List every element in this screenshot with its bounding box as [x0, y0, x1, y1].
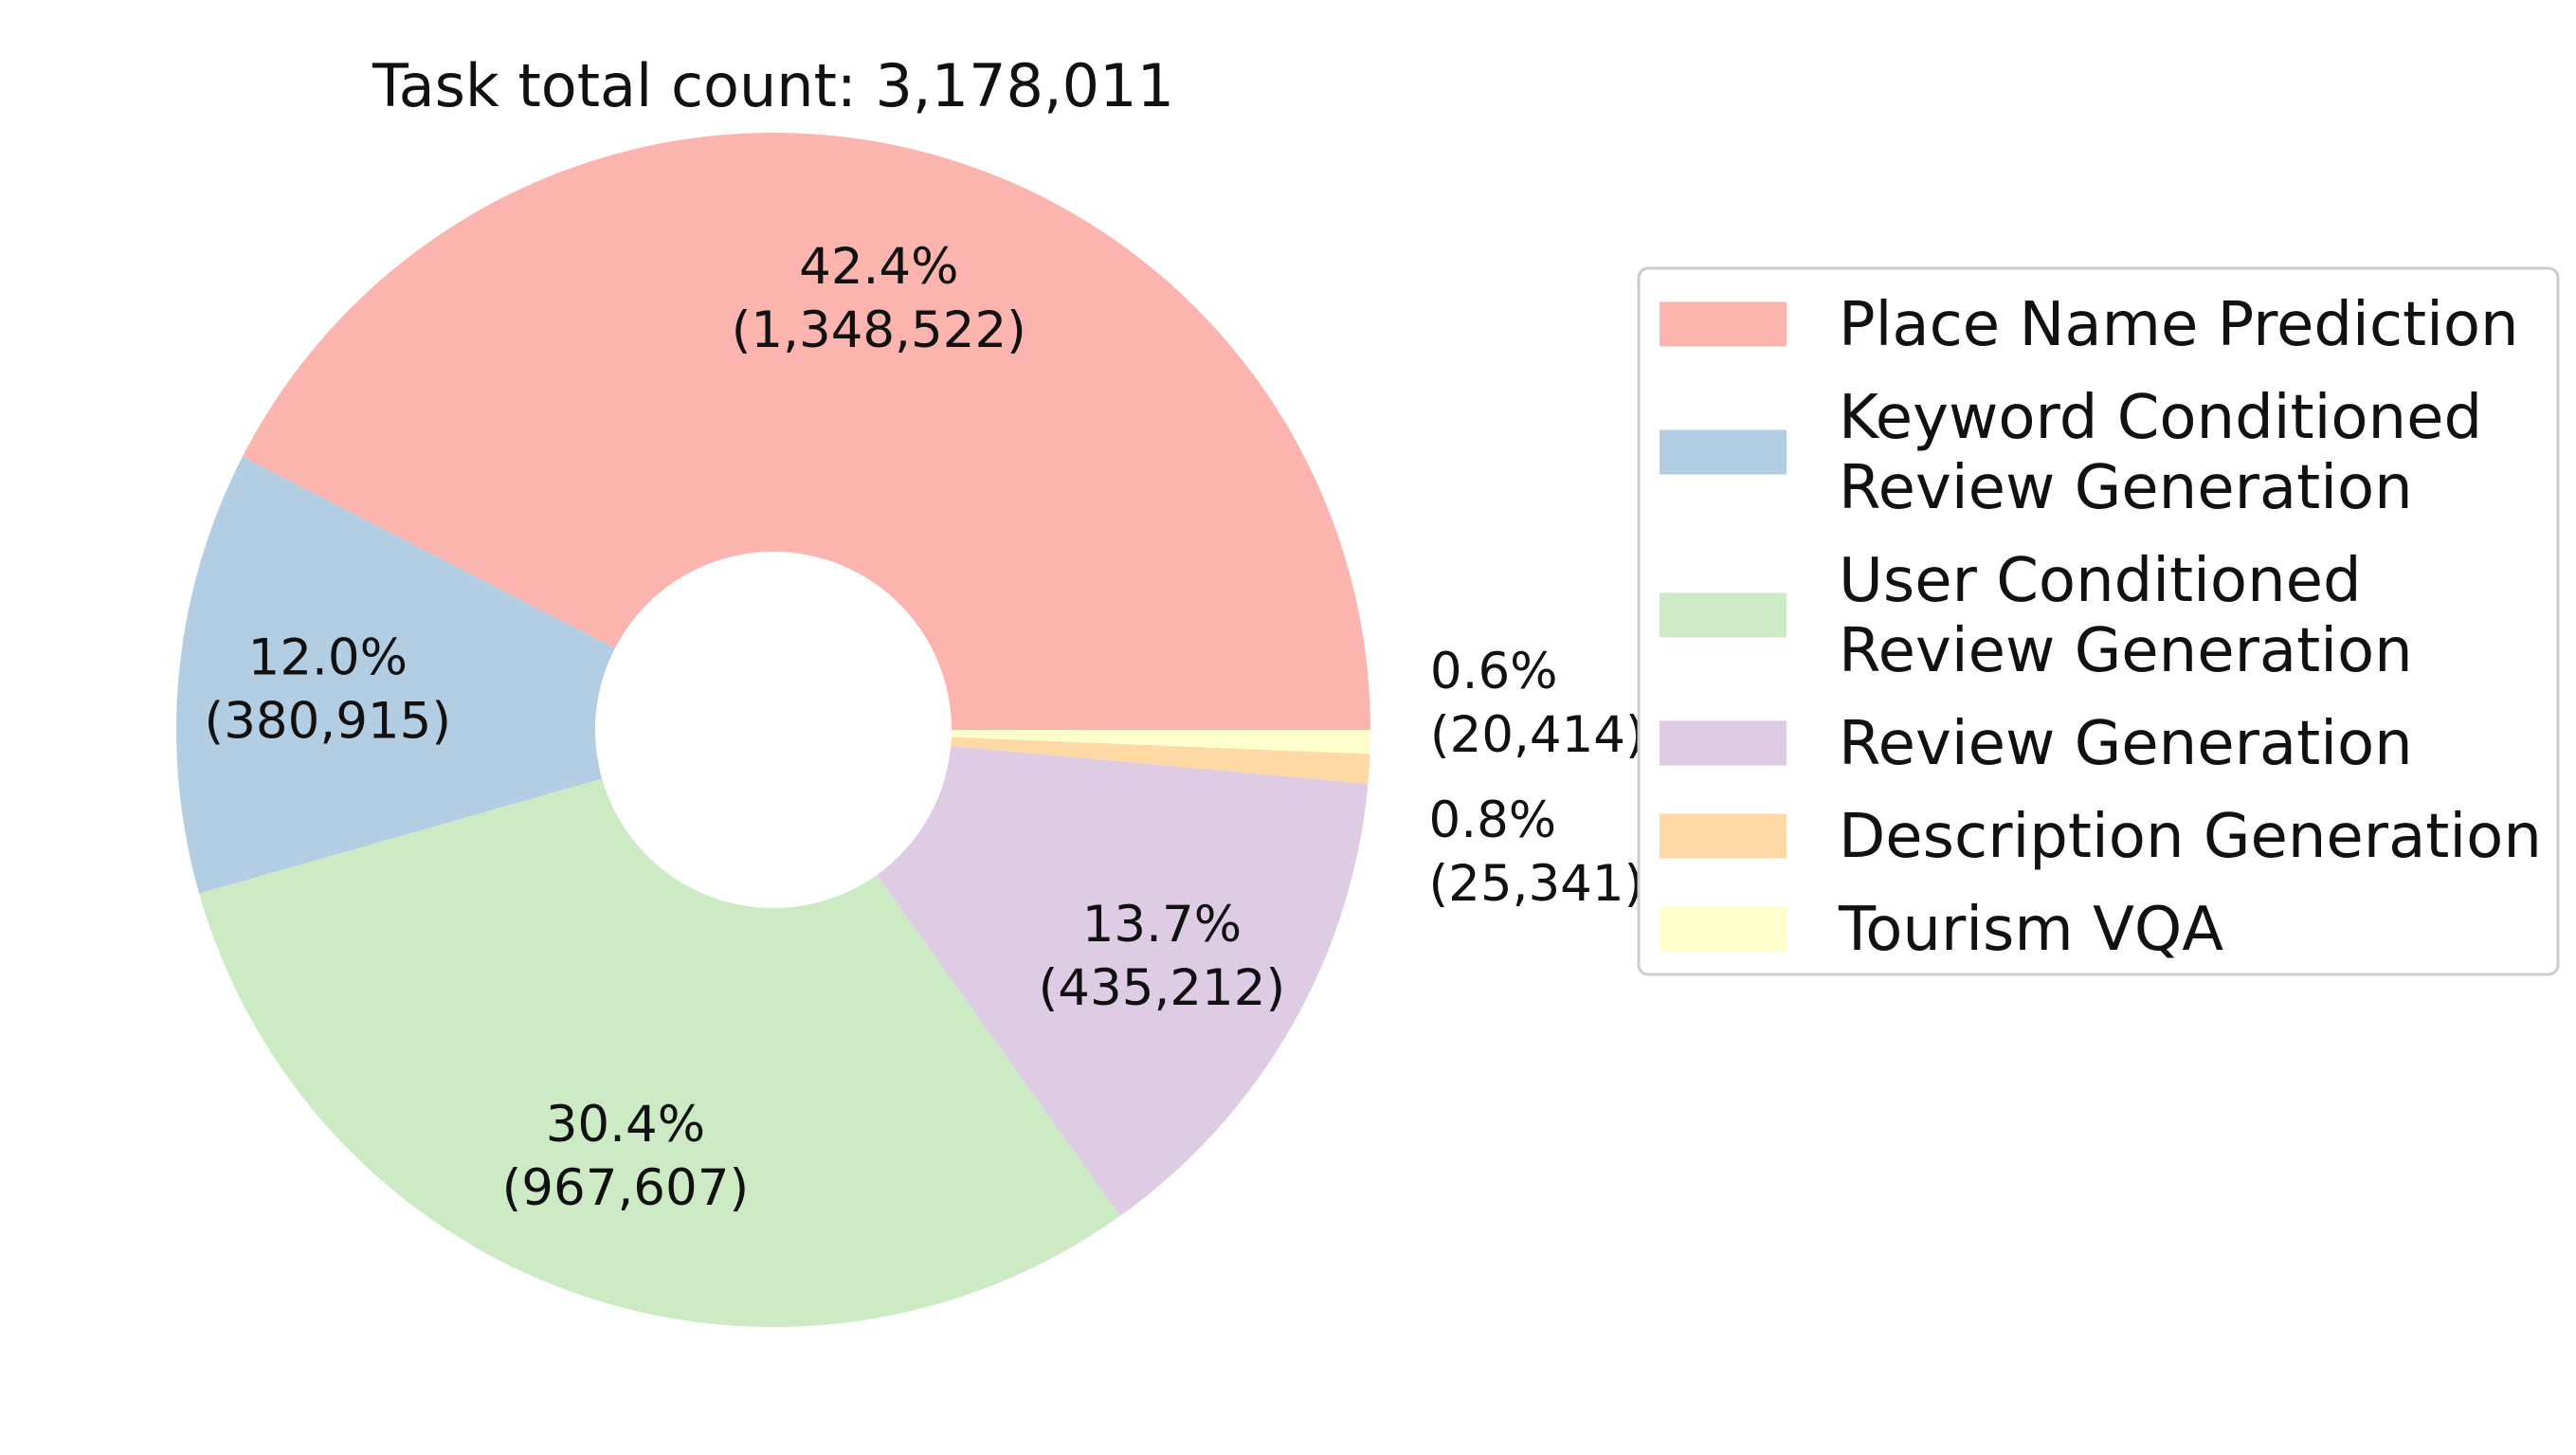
slice-percent-keyword-conditioned-review-generation: 12.0%	[248, 628, 408, 686]
legend-swatch-tourism-vqa	[1660, 906, 1787, 952]
slice-count-review-generation: (435,212)	[1039, 959, 1286, 1017]
pie-slices	[176, 133, 1370, 1328]
legend: Place Name Prediction Keyword Conditioned…	[1637, 266, 2560, 976]
legend-label-description-generation: Description Generation	[1839, 802, 2542, 872]
slice-user-conditioned-review-generation	[199, 730, 1120, 1328]
legend-label-tourism-vqa: Tourism VQA	[1838, 895, 2223, 965]
slice-count-place-name-prediction: (1,348,522)	[732, 301, 1026, 359]
slice-percent-review-generation: 13.7%	[1082, 896, 1242, 954]
legend-label-user-conditioned-review-generation: User Conditioned	[1839, 546, 2362, 616]
slice-count-user-conditioned-review-generation: (967,607)	[502, 1159, 750, 1217]
legend-label-review-generation: Review Generation	[1839, 709, 2413, 779]
legend-label-keyword-conditioned-review-generation: Review Generation	[1839, 453, 2413, 523]
slice-count-tourism-vqa: (20,414)	[1430, 706, 1645, 764]
slice-percent-description-generation: 0.8%	[1429, 791, 1557, 849]
legend-swatch-review-generation	[1660, 720, 1787, 766]
legend-swatch-place-name-prediction	[1660, 301, 1787, 347]
slice-percent-tourism-vqa: 0.6%	[1430, 643, 1558, 700]
chart-title: Task total count: 3,178,011	[372, 51, 1174, 120]
legend-label-user-conditioned-review-generation: Review Generation	[1839, 616, 2413, 686]
slice-count-keyword-conditioned-review-generation: (380,915)	[205, 692, 452, 750]
legend-frame	[1637, 266, 2560, 976]
legend-label-keyword-conditioned-review-generation: Keyword Conditioned	[1839, 383, 2482, 453]
donut-hole	[595, 552, 952, 908]
slice-place-name-prediction	[242, 133, 1370, 730]
legend-label-place-name-prediction: Place Name Prediction	[1839, 290, 2519, 360]
slice-review-generation	[773, 730, 1369, 1216]
slice-percent-place-name-prediction: 42.4%	[799, 238, 958, 296]
legend-swatch-user-conditioned-review-generation	[1660, 592, 1787, 638]
slice-count-description-generation: (25,341)	[1429, 855, 1644, 913]
slice-labels: 42.4%(1,348,522) 12.0% (380,915) 30.4%(967,…	[205, 238, 1645, 1217]
slice-percent-user-conditioned-review-generation: 30.4%	[546, 1096, 705, 1154]
legend-swatch-keyword-conditioned-review-generation	[1660, 429, 1787, 475]
slice-keyword-conditioned-review-generation	[176, 456, 774, 894]
legend-swatch-description-generation	[1660, 813, 1787, 859]
